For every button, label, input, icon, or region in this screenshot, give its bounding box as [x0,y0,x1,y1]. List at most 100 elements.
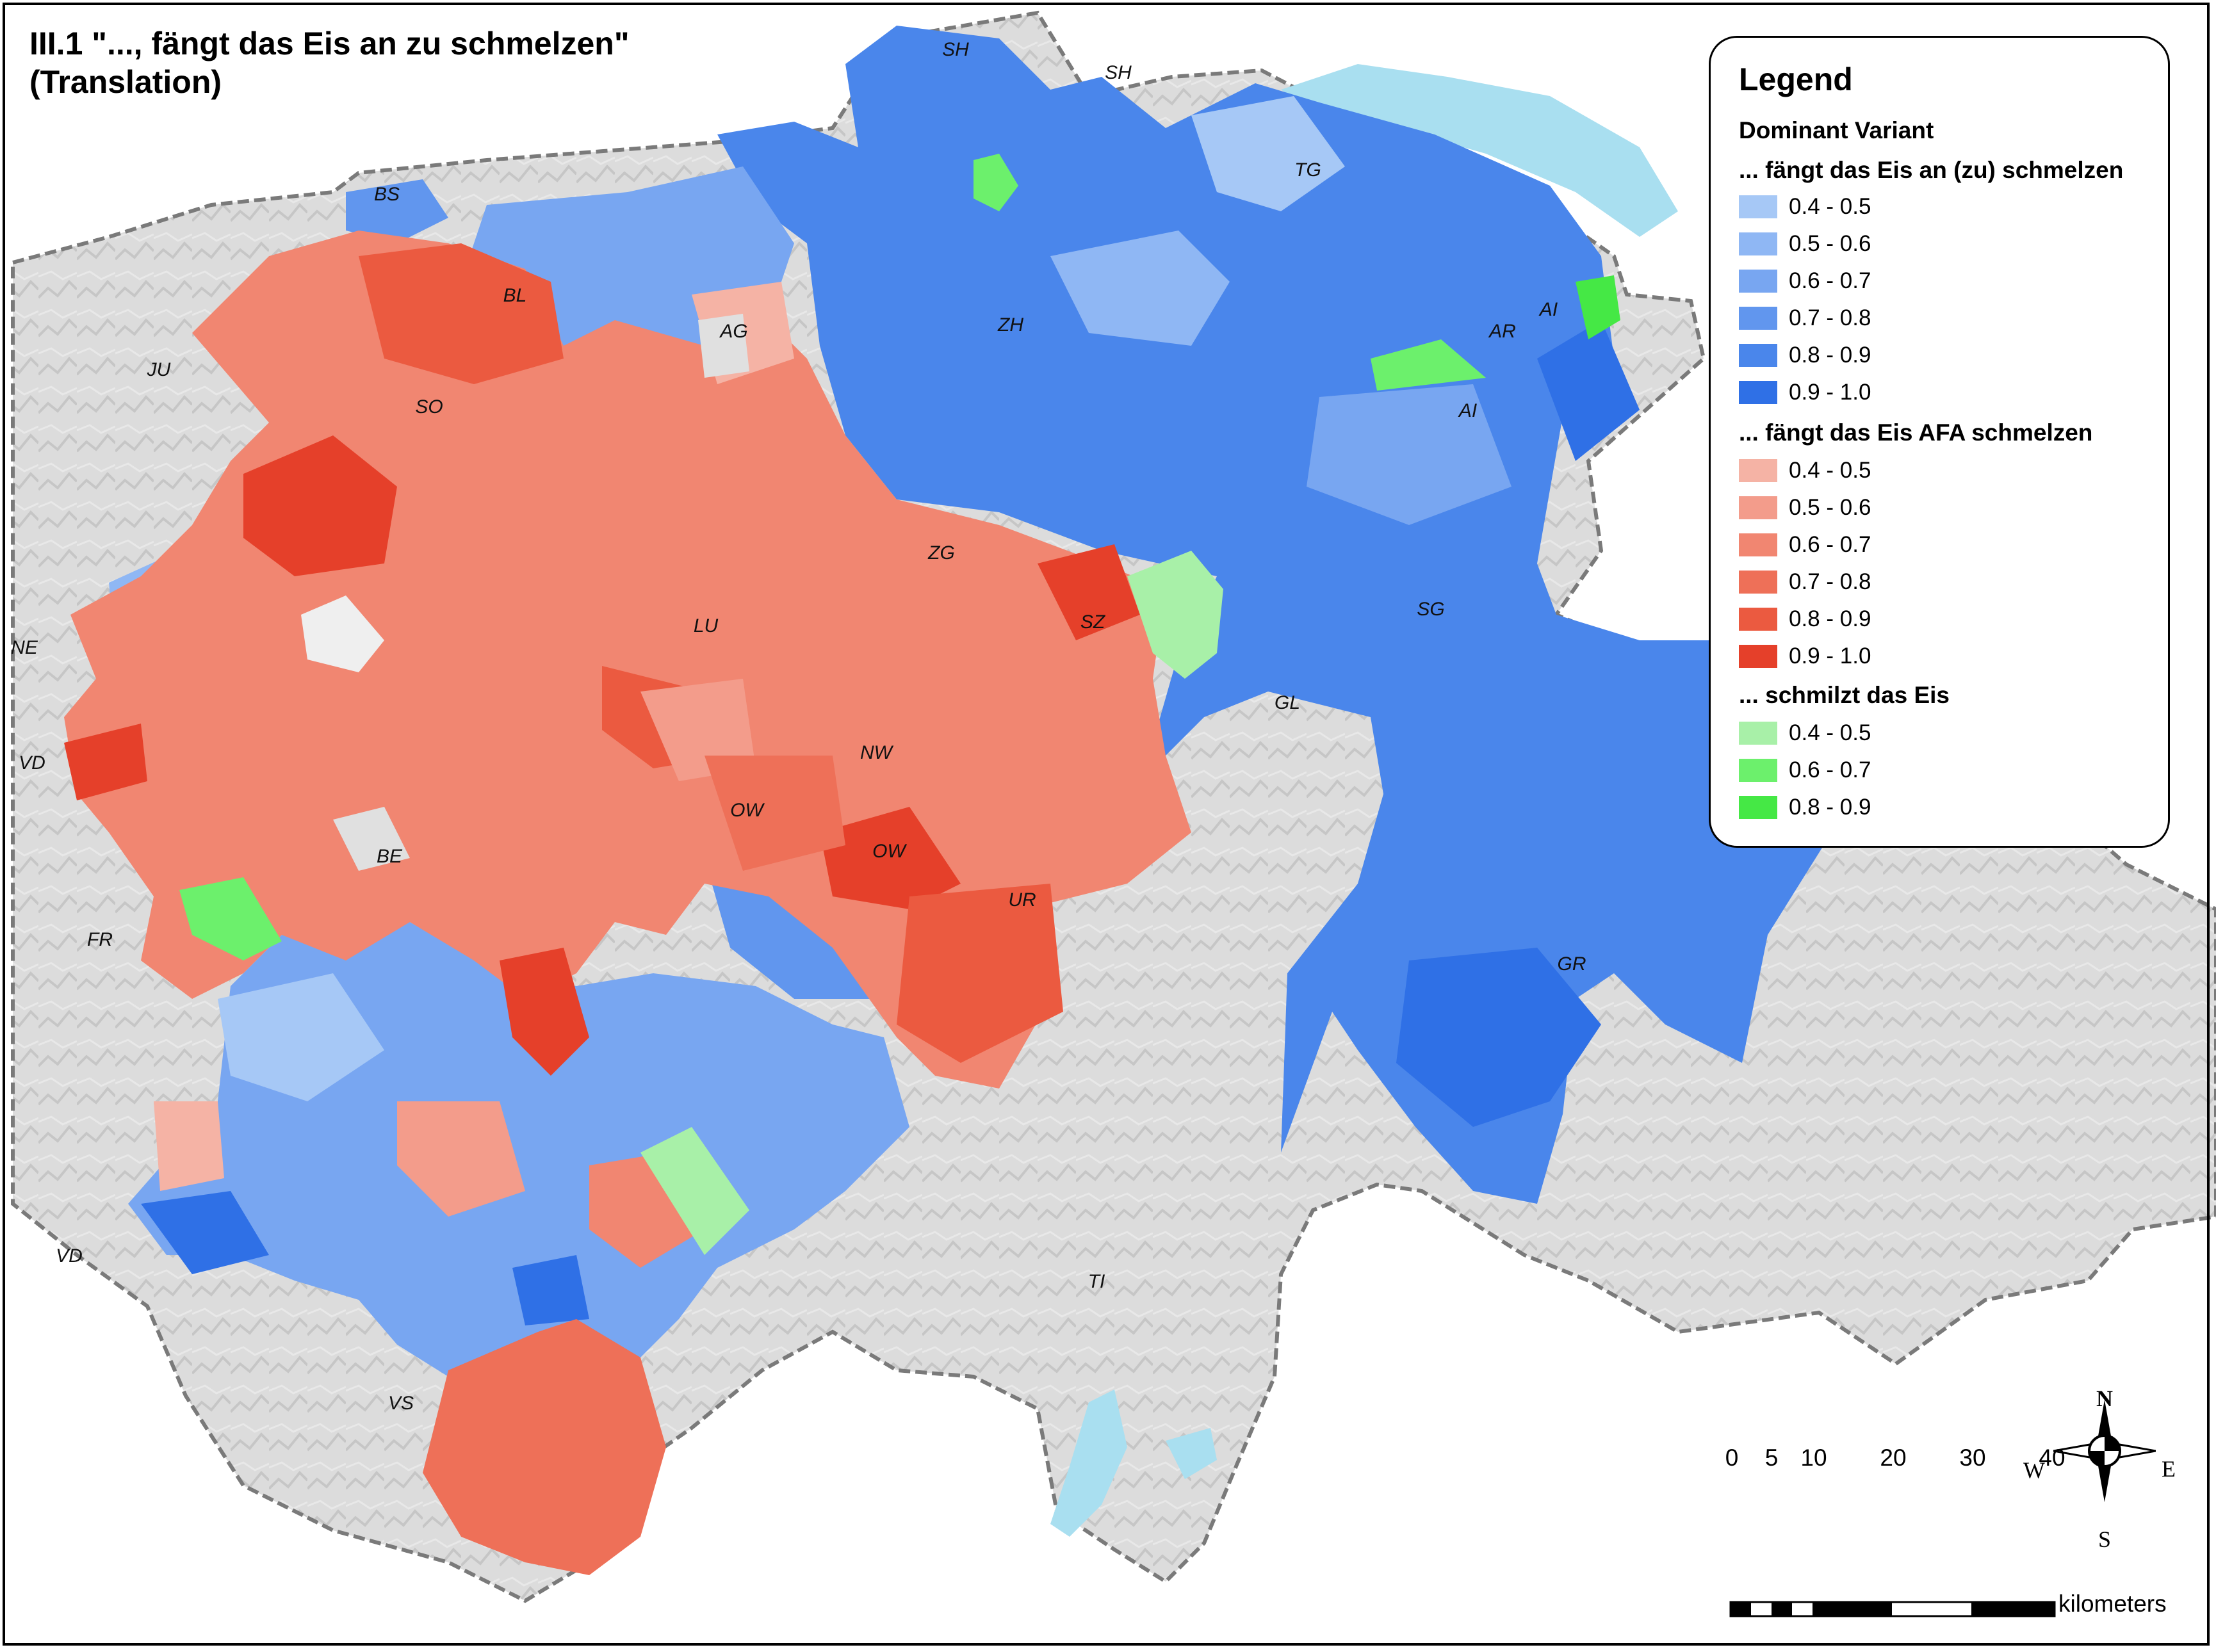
scale-tick-label: 40 [2039,1445,2065,1471]
canton-label-gr: GR [1557,953,1586,975]
canton-label-ne: NE [11,637,38,658]
region-red-valais-light [397,1101,525,1217]
canton-label-sh: SH [942,39,969,60]
scale-tick-label: 10 [1800,1445,1827,1471]
canton-label-zh: ZH [998,314,1023,336]
region-red-dark-ur [897,884,1063,1063]
canton-label-vd-2: VD [56,1245,83,1267]
canton-label-gl: GL [1274,692,1301,713]
legend-swatch [1739,722,1777,745]
legend-swatch [1739,459,1777,482]
legend-swatch [1739,195,1777,218]
legend-label: 0.6 - 0.7 [1789,532,1871,557]
region-green-glarus [1127,551,1223,679]
region-green-zh [974,154,1018,211]
canton-label-bl: BL [503,285,527,306]
region-red-valais-light-2 [154,1101,224,1191]
canton-label-lu: LU [693,615,719,636]
legend-label: 0.6 - 0.7 [1789,757,1871,782]
region-blue-light-1 [1050,231,1230,346]
canton-label-ar: AR [1489,321,1516,342]
legend-label: 0.5 - 0.6 [1789,495,1871,520]
canton-label-vs: VS [387,1393,414,1414]
legend-swatch [1739,645,1777,668]
canton-label-ju: JU [147,359,171,380]
map-title-line2: (Translation) [29,64,222,100]
canton-label-ai-2: AI [1458,400,1478,421]
map-title: III.1 "..., fängt das Eis an zu schmelze… [29,24,630,101]
scale-tick-label: 0 [1725,1445,1739,1471]
legend-title: Legend [1739,61,1853,97]
canton-label-sz: SZ [1080,611,1105,633]
canton-label-so: SO [415,396,443,417]
legend-label: 0.8 - 0.9 [1789,795,1871,820]
legend-swatch [1739,232,1777,255]
region-blue-wallis-dark [141,1191,269,1274]
legend-swatch [1739,533,1777,556]
legend-group-red-name: ... fängt das Eis AFA schmelzen [1739,419,2093,446]
legend-swatch [1739,796,1777,819]
region-red-dark-bl [359,243,564,384]
region-blue-dark-2 [1396,948,1601,1127]
region-red-dark-so [243,435,397,576]
canton-label-be: BE [376,846,403,867]
region-green-valais [640,1127,749,1255]
region-blue-wallis-light [218,973,384,1101]
legend-label: 0.8 - 0.9 [1789,343,1871,368]
canton-label-ag: AG [720,321,748,342]
legend-label: 0.9 - 1.0 [1789,380,1871,405]
region-green-ar [1371,339,1486,391]
legend-swatch [1739,270,1777,293]
legend-label: 0.6 - 0.7 [1789,268,1871,293]
canton-label-vd: VD [19,752,45,773]
legend-label: 0.5 - 0.6 [1789,231,1871,256]
region-red-nw [705,756,845,871]
legend-group-blue-name: ... fängt das Eis an (zu) schmelzen [1739,157,2124,183]
legend-swatch [1739,344,1777,367]
region-blue-north-basel [346,179,448,243]
legend-label: 0.4 - 0.5 [1789,194,1871,219]
legend-swatch [1739,608,1777,631]
canton-label-tg: TG [1294,159,1321,181]
compass-north: N [2096,1386,2113,1411]
legend-group-green-name: ... schmilzt das Eis [1739,682,1950,708]
canton-label-ti: TI [1088,1271,1105,1292]
canton-label-bs: BS [373,184,400,205]
compass-south: S [2098,1526,2112,1552]
legend-label: 0.4 - 0.5 [1789,458,1871,483]
area-gap-ag [698,314,749,378]
region-blue-north-east [717,26,1845,1204]
legend-swatch [1739,571,1777,594]
region-blue-light-3 [1307,384,1511,525]
region-green-fr [179,877,282,960]
region-blue-dark-1 [1537,320,1640,461]
canton-label-fr: FR [87,929,113,950]
scale-tick-label: 20 [1880,1445,1907,1471]
compass-rose-icon [2053,1400,2156,1502]
lake-lugano [1166,1428,1217,1479]
scale-bar [1729,1601,2056,1617]
lake-constance [1281,64,1678,237]
canton-label-ow-2: OW [872,841,906,862]
scale-tick-label: 5 [1764,1445,1779,1471]
legend-label: 0.9 - 1.0 [1789,644,1871,668]
compass-west: W [2023,1457,2045,1483]
legend-label: 0.4 - 0.5 [1789,720,1871,745]
region-red-left-edge [64,724,147,800]
legend-label: 0.8 - 0.9 [1789,606,1871,631]
lake-maggiore [1050,1389,1127,1537]
legend-swatch [1739,381,1777,404]
region-blue-light-2 [1191,96,1345,211]
map-title-line1: III.1 "..., fängt das Eis an zu schmelze… [29,26,630,61]
area-gap-be [333,807,410,871]
canton-label-ur: UR [1008,889,1036,911]
canton-label-sg: SG [1417,599,1445,620]
region-blue-wallis-dark-2 [512,1255,589,1325]
legend-swatch [1739,307,1777,330]
scale-unit-label: kilometers [2058,1591,2167,1617]
legend-swatch [1739,759,1777,782]
region-red-dark-sz [1038,544,1140,640]
legend-label: 0.7 - 0.8 [1789,305,1871,330]
compass-east: E [2162,1456,2176,1482]
